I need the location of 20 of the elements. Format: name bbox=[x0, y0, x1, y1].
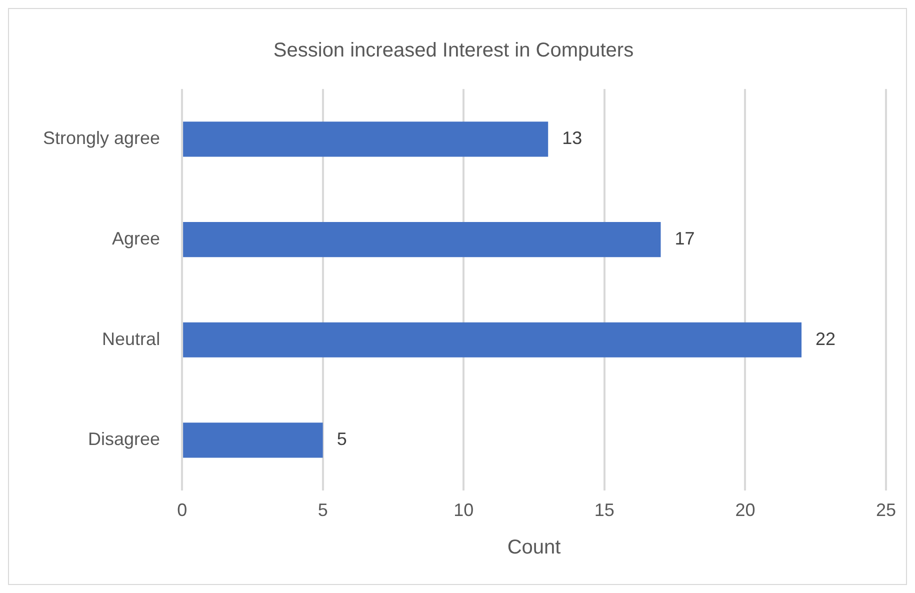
x-tick-label: 25 bbox=[876, 500, 896, 520]
x-tick-label: 0 bbox=[177, 500, 188, 520]
y-tick-label: Neutral bbox=[102, 328, 160, 349]
bar bbox=[183, 222, 661, 258]
x-axis-title: Count bbox=[507, 536, 562, 559]
x-tick-label: 10 bbox=[454, 500, 474, 520]
x-tick-label: 5 bbox=[318, 500, 328, 520]
data-label: 5 bbox=[336, 429, 347, 450]
y-tick-label: Disagree bbox=[88, 429, 160, 450]
data-label: 17 bbox=[674, 228, 695, 248]
data-label: 13 bbox=[562, 128, 582, 148]
data-label: 22 bbox=[816, 328, 836, 349]
y-tick-label: Agree bbox=[112, 228, 160, 248]
bar bbox=[183, 322, 802, 358]
bar bbox=[183, 422, 323, 458]
y-tick-label: Strongly agree bbox=[42, 128, 160, 148]
chart-title: Session increased Interest in Computers bbox=[273, 40, 634, 62]
x-tick-label: 20 bbox=[735, 500, 756, 520]
bar bbox=[183, 122, 548, 157]
x-tick-label: 15 bbox=[594, 500, 614, 520]
